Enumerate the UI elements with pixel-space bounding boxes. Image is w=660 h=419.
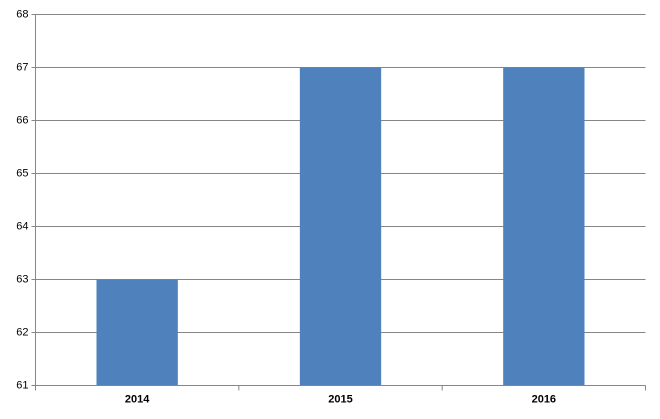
y-tick-label: 62 xyxy=(16,326,28,338)
y-tick-label: 66 xyxy=(16,114,28,126)
y-tick-label: 68 xyxy=(16,8,28,20)
x-tick-label: 2014 xyxy=(125,393,150,405)
y-tick-label: 65 xyxy=(16,167,28,179)
bar xyxy=(299,67,382,386)
bar xyxy=(96,279,178,386)
y-tick-label: 67 xyxy=(16,61,28,73)
y-tick-label: 63 xyxy=(16,273,28,285)
x-tick-label: 2016 xyxy=(532,393,556,405)
y-tick-label: 61 xyxy=(16,379,28,391)
x-tick-label: 2015 xyxy=(328,393,352,405)
bar xyxy=(503,67,585,386)
y-tick-label: 64 xyxy=(16,220,28,232)
